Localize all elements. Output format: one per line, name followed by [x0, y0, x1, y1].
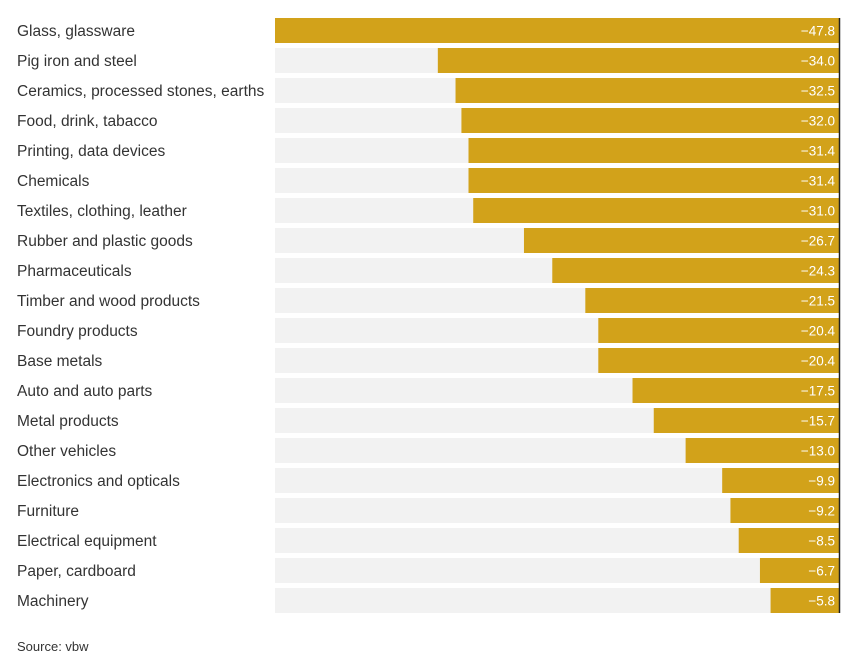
data-label: −13.0	[801, 444, 835, 459]
category-label: Timber and wood products	[17, 293, 200, 310]
data-label: −47.8	[801, 24, 835, 39]
bar	[468, 138, 839, 163]
category-label: Printing, data devices	[17, 143, 165, 160]
category-label: Foundry products	[17, 323, 138, 340]
bar	[437, 48, 839, 73]
category-label: Chemicals	[17, 173, 90, 190]
data-label: −31.4	[801, 144, 836, 159]
bar	[632, 378, 839, 403]
data-label: −17.5	[801, 384, 835, 399]
bar	[770, 588, 839, 613]
category-label: Furniture	[17, 503, 79, 520]
bar	[598, 348, 839, 373]
category-label: Machinery	[17, 593, 89, 610]
bar	[730, 498, 839, 523]
bar	[275, 18, 839, 43]
bar-chart: Glass, glassware −47.8 Pig iron and steel −…	[17, 18, 841, 613]
bar	[585, 288, 839, 313]
data-label: −15.7	[801, 414, 835, 429]
category-label: Auto and auto parts	[17, 383, 153, 400]
bar-track	[275, 558, 839, 583]
bar	[461, 108, 839, 133]
data-label: −26.7	[801, 234, 835, 249]
bar	[552, 258, 839, 283]
data-label: −6.7	[808, 564, 835, 579]
bar	[473, 198, 839, 223]
category-label: Base metals	[17, 353, 103, 370]
data-label: −9.2	[808, 504, 835, 519]
bar	[523, 228, 839, 253]
category-label: Rubber and plastic goods	[17, 233, 193, 250]
category-label: Pig iron and steel	[17, 53, 137, 70]
category-label: Pharmaceuticals	[17, 263, 132, 280]
data-label: −24.3	[801, 264, 835, 279]
data-label: −31.4	[801, 174, 836, 189]
data-label: −34.0	[801, 54, 835, 69]
bar-track	[275, 588, 839, 613]
category-label: Food, drink, tabacco	[17, 113, 157, 130]
data-label: −8.5	[808, 534, 835, 549]
bar	[598, 318, 839, 343]
bar	[455, 78, 839, 103]
data-label: −31.0	[801, 204, 835, 219]
bar	[653, 408, 839, 433]
category-label: Metal products	[17, 413, 119, 430]
category-label: Ceramics, processed stones, earths	[17, 83, 264, 100]
category-label: Other vehicles	[17, 443, 116, 460]
data-label: −32.0	[801, 114, 835, 129]
category-label: Glass, glassware	[17, 23, 135, 40]
category-label: Paper, cardboard	[17, 563, 136, 580]
bar	[759, 558, 839, 583]
category-label: Electrical equipment	[17, 533, 157, 550]
source-note: Source: vbw	[17, 639, 89, 654]
category-label: Electronics and opticals	[17, 473, 180, 490]
bar	[685, 438, 839, 463]
data-label: −9.9	[808, 474, 835, 489]
bar	[738, 528, 839, 553]
category-label: Textiles, clothing, leather	[17, 203, 187, 220]
bar	[468, 168, 839, 193]
bar	[722, 468, 839, 493]
data-label: −21.5	[801, 294, 835, 309]
data-label: −5.8	[808, 594, 835, 609]
data-label: −32.5	[801, 84, 835, 99]
data-label: −20.4	[801, 324, 836, 339]
data-label: −20.4	[801, 354, 836, 369]
